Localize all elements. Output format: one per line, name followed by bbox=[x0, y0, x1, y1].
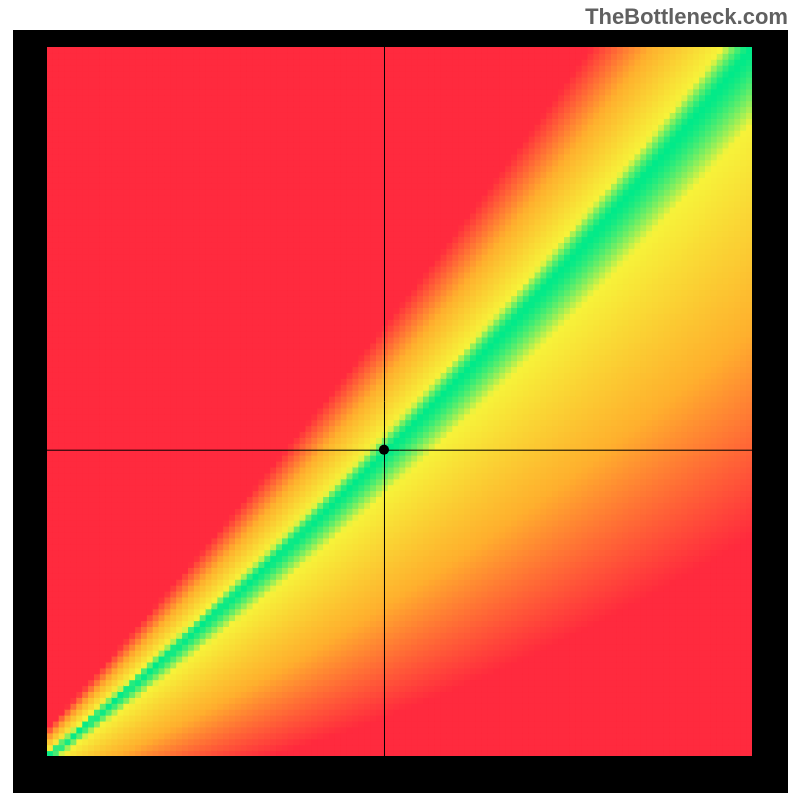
heatmap-canvas bbox=[47, 47, 752, 756]
frame-top bbox=[13, 30, 788, 47]
chart-container: TheBottleneck.com bbox=[0, 0, 800, 800]
frame-left bbox=[13, 30, 47, 793]
frame-bottom bbox=[13, 756, 788, 793]
frame-right bbox=[752, 30, 788, 793]
attribution-text: TheBottleneck.com bbox=[585, 4, 788, 30]
